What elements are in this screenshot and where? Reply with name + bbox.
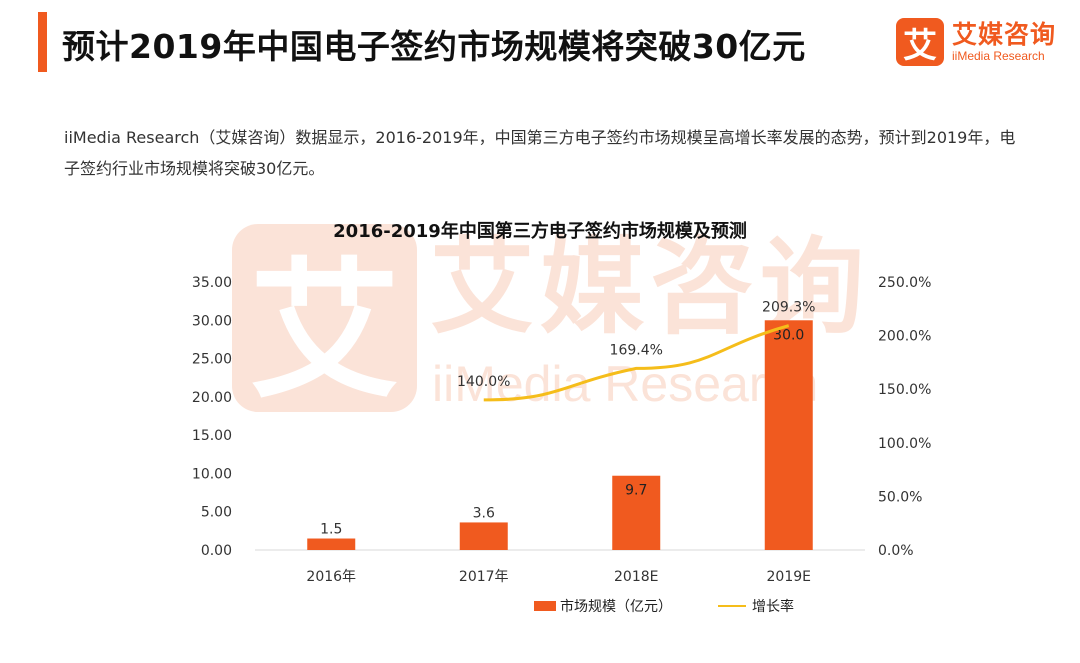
y-right-tick-label: 200.0% — [878, 329, 931, 345]
y-right-tick-label: 250.0% — [878, 275, 931, 291]
y-right-tick-label: 0.0% — [878, 543, 914, 559]
y-right-tick-label: 100.0% — [878, 436, 931, 452]
x-tick-label: 2018E — [614, 569, 658, 585]
brand-logo: 艾 艾媒咨询 iiMedia Research — [895, 18, 1056, 66]
title-accent-bar — [38, 12, 47, 72]
growth-rate-line — [483, 324, 790, 402]
y-left-tick-label: 0.00 — [201, 543, 232, 559]
y-left-tick-label: 15.00 — [192, 428, 232, 444]
brand-text: 艾媒咨询 iiMedia Research — [951, 20, 1056, 64]
x-tick-label: 2019E — [767, 569, 811, 585]
brand-mark-icon: 艾 — [895, 18, 944, 66]
line-data-label: 209.3% — [762, 300, 815, 316]
legend-label-growth-rate: 增长率 — [752, 599, 794, 615]
x-tick-label: 2016年 — [306, 569, 356, 585]
legend-item-market-size: 市场规模（亿元） — [534, 596, 672, 616]
intro-paragraph: iiMedia Research（艾媒咨询）数据显示，2016-2019年，中国… — [64, 128, 1016, 178]
y-left-tick-label: 35.00 — [192, 275, 232, 291]
bar-data-label: 30.0 — [773, 327, 804, 343]
chart-title: 2016-2019年中国第三方电子签约市场规模及预测 — [333, 221, 747, 242]
y-right-tick-label: 150.0% — [878, 382, 931, 398]
bar-data-label: 9.7 — [625, 483, 647, 499]
brand-name-cn: 艾媒咨询 — [951, 20, 1056, 49]
y-left-tick-label: 5.00 — [201, 505, 232, 521]
y-left-tick-label: 25.00 — [192, 352, 232, 368]
page-title: 预计2019年中国电子签约市场规模将突破30亿元 — [62, 27, 806, 66]
x-tick-label: 2017年 — [459, 569, 509, 585]
brand-name-en: iiMedia Research — [951, 49, 1045, 63]
bar-data-label: 3.6 — [473, 505, 495, 521]
y-left-tick-label: 20.00 — [192, 390, 232, 406]
y-left-tick-label: 30.00 — [192, 313, 232, 329]
legend-label-market-size: 市场规模（亿元） — [560, 599, 672, 615]
bar — [307, 538, 356, 550]
legend-swatch-market-size — [534, 601, 556, 611]
y-left-tick-label: 10.00 — [192, 466, 232, 482]
line-data-label: 140.0% — [457, 374, 510, 390]
bar-data-label: 1.5 — [320, 522, 342, 538]
legend-swatch-growth-rate — [718, 605, 746, 607]
bar — [612, 475, 661, 550]
bar — [764, 320, 813, 550]
line-data-label: 169.4% — [610, 342, 663, 358]
legend-item-growth-rate: 增长率 — [718, 596, 794, 616]
bar — [459, 522, 508, 550]
chart-legend: 市场规模（亿元） 增长率 — [534, 596, 840, 616]
y-right-tick-label: 50.0% — [878, 489, 922, 505]
